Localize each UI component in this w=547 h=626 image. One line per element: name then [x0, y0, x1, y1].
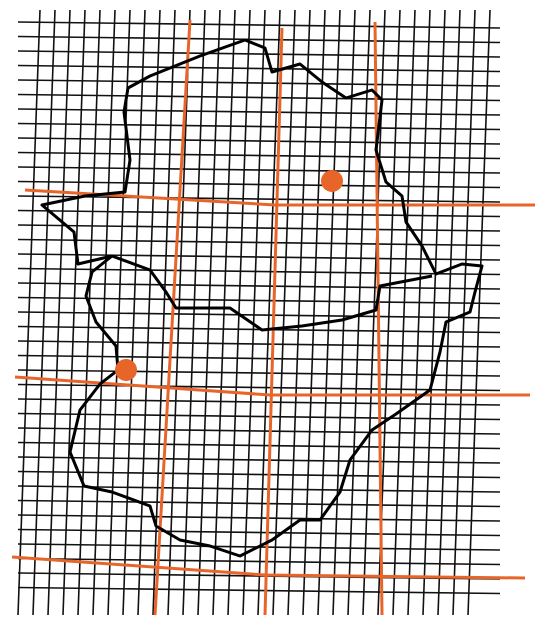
grid-line — [467, 9, 491, 616]
grid-line — [287, 9, 311, 616]
grid-line — [17, 151, 501, 160]
grid-line — [437, 9, 461, 616]
grid-line — [257, 9, 281, 616]
orange-line — [263, 27, 284, 616]
grid-line — [272, 9, 296, 616]
grid-line — [302, 9, 326, 616]
inner-boundary — [111, 254, 433, 332]
grid-line — [17, 64, 501, 73]
grid-line — [17, 586, 501, 595]
grid-line — [17, 21, 501, 29]
grid-line — [212, 9, 236, 616]
grid — [17, 9, 501, 616]
grid-line — [17, 427, 501, 435]
grid-line — [17, 369, 501, 377]
grid-line — [17, 485, 501, 493]
grid-line — [242, 9, 266, 616]
grid-line — [452, 9, 476, 616]
grid-line — [17, 412, 501, 421]
grid-line — [17, 122, 501, 131]
grid-line — [17, 35, 501, 44]
grid-line — [17, 296, 501, 305]
grid-line — [17, 224, 501, 232]
grid-line — [17, 166, 501, 174]
orange-line — [11, 555, 526, 580]
grid-line — [17, 557, 501, 566]
orange-line — [373, 21, 384, 616]
grid-line — [17, 398, 501, 406]
grid-line — [392, 9, 416, 616]
grid-line — [17, 137, 501, 145]
grid-line — [422, 9, 446, 616]
grid-line — [17, 267, 501, 276]
orange-line — [153, 19, 192, 616]
city-dot — [115, 359, 137, 381]
grid-line — [17, 282, 501, 290]
grid-line — [17, 195, 501, 203]
grid-line — [347, 9, 371, 616]
grid-line — [17, 108, 501, 116]
grid-line — [17, 499, 501, 508]
grid-line — [332, 9, 356, 616]
grid-line — [317, 9, 341, 616]
grid-line — [17, 470, 501, 479]
grid-line — [17, 354, 501, 363]
grid-line — [17, 180, 501, 189]
grid-line — [17, 340, 501, 348]
grid-line — [17, 209, 501, 218]
grid-line — [17, 50, 501, 58]
grid-line — [17, 93, 501, 102]
grid-line — [407, 9, 431, 616]
city-dot — [321, 170, 343, 192]
grid-line — [17, 311, 501, 319]
grid-line — [17, 253, 501, 261]
grid-line — [17, 514, 501, 522]
grid-line — [17, 79, 501, 87]
grid-line — [17, 456, 501, 464]
region-outline — [40, 38, 484, 558]
grid-line — [17, 528, 501, 537]
grid-line — [17, 441, 501, 450]
